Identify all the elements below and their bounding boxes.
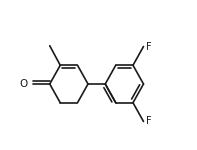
Text: O: O [19,79,27,89]
Text: F: F [146,42,151,51]
Text: F: F [146,117,151,126]
